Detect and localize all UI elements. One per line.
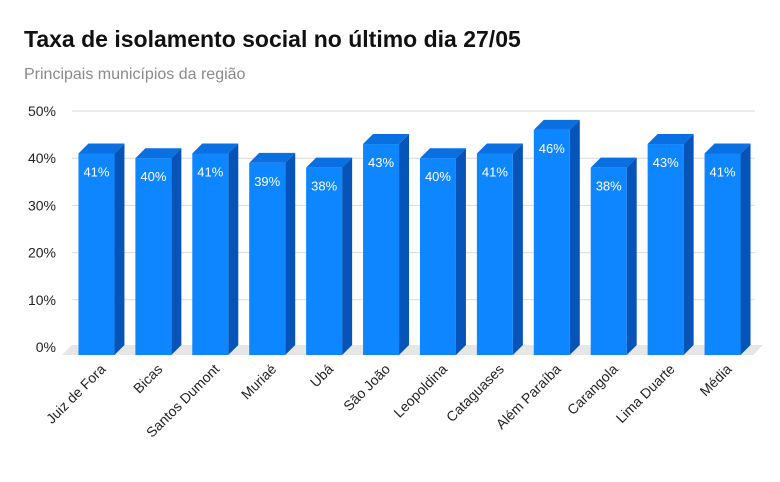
bar <box>533 129 570 355</box>
y-tick-label: 0% <box>36 339 56 355</box>
bar-side <box>740 143 751 355</box>
bar-top <box>363 134 410 145</box>
chart-subtitle: Principais municípios da região <box>24 66 246 83</box>
bar-top <box>647 134 694 145</box>
bar <box>135 158 172 355</box>
bar-side <box>455 148 466 355</box>
x-tick-label: Bicas <box>130 361 166 397</box>
bar <box>249 162 286 355</box>
data-label: 43% <box>653 155 679 170</box>
bar-top <box>533 119 580 130</box>
bar <box>647 144 684 355</box>
data-label: 39% <box>254 174 280 189</box>
x-tick-label: Média <box>696 361 734 399</box>
bar-top <box>192 143 239 154</box>
bar <box>192 153 229 355</box>
data-label: 41% <box>482 164 508 179</box>
bar-top <box>590 157 637 168</box>
bar-top <box>135 148 182 159</box>
x-tick-label: Carangola <box>564 361 621 418</box>
bar-top <box>476 143 523 154</box>
chart-floor <box>62 345 763 355</box>
data-label: 41% <box>83 164 109 179</box>
bar-top <box>306 157 353 168</box>
bar-side <box>683 134 694 355</box>
bar <box>363 144 400 355</box>
y-tick-label: 50% <box>28 103 56 119</box>
bar <box>419 158 456 355</box>
x-tick-label: Lima Duarte <box>613 361 678 426</box>
data-label: 41% <box>710 164 736 179</box>
x-tick-label: São João <box>340 361 393 414</box>
x-tick-label: Juiz de Fora <box>43 361 109 427</box>
bar <box>590 167 627 355</box>
bar-top <box>249 152 296 163</box>
bar <box>78 153 115 355</box>
data-label: 43% <box>368 155 394 170</box>
bar <box>704 153 741 355</box>
bar-side <box>171 148 182 355</box>
bar-side <box>285 152 296 355</box>
y-tick-label: 30% <box>28 197 56 213</box>
bar-side <box>512 143 523 355</box>
x-tick-label: Leopoldina <box>390 361 450 421</box>
data-label: 38% <box>596 179 622 194</box>
bar-side <box>228 143 239 355</box>
bar-side <box>399 134 410 355</box>
bar-top <box>704 143 751 154</box>
bar-side <box>114 143 125 355</box>
chart-title: Taxa de isolamento social no último dia … <box>24 26 521 52</box>
bar <box>476 153 513 355</box>
bar-side <box>569 119 580 355</box>
y-tick-label: 20% <box>28 245 56 261</box>
x-tick-label: Ubá <box>307 361 337 391</box>
x-tick-label: Muriaé <box>238 361 280 403</box>
data-label: 38% <box>311 179 337 194</box>
data-label: 41% <box>197 164 223 179</box>
bar-top <box>78 143 125 154</box>
bar-side <box>626 157 637 355</box>
data-label: 46% <box>539 141 565 156</box>
y-tick-label: 40% <box>28 150 56 166</box>
data-label: 40% <box>140 169 166 184</box>
data-label: 40% <box>425 169 451 184</box>
bar-top <box>419 148 466 159</box>
bar-side <box>342 157 353 355</box>
bar <box>306 167 343 355</box>
y-tick-label: 10% <box>28 292 56 308</box>
